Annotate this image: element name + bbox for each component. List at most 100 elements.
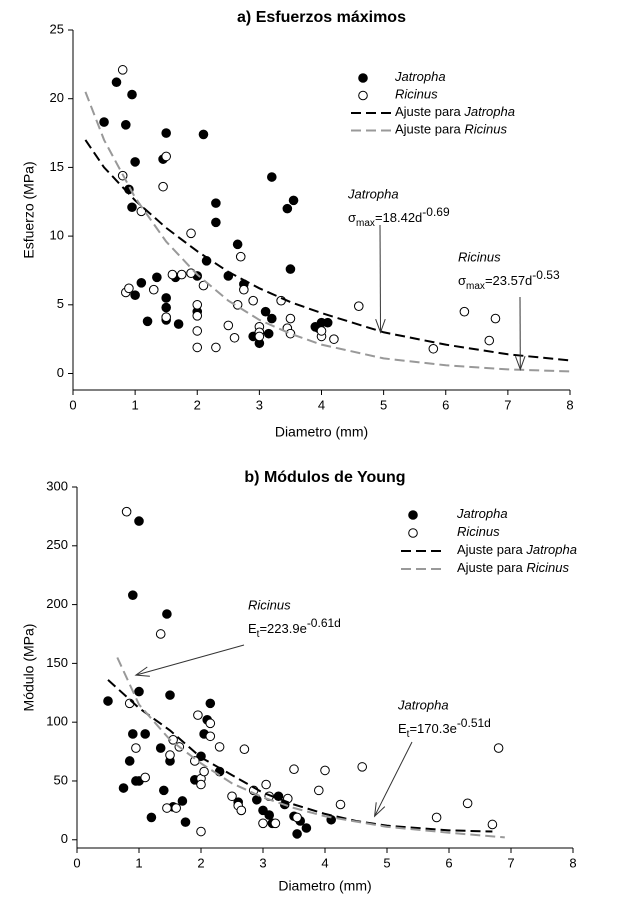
data-point	[146, 812, 157, 823]
data-point	[196, 826, 206, 837]
chart-title: a) Esfuerzos máximos	[237, 9, 406, 26]
data-point	[292, 829, 302, 839]
legend-marker	[358, 90, 368, 101]
data-point	[428, 343, 439, 354]
data-point	[142, 316, 153, 327]
formula-symbol: σ	[458, 273, 466, 288]
data-point	[261, 779, 271, 790]
data-point	[205, 698, 216, 709]
data-point	[235, 251, 246, 262]
data-point	[193, 710, 203, 720]
data-point	[264, 810, 275, 820]
y-tick-label: 15	[50, 159, 64, 174]
y-tick-label: 20	[50, 90, 64, 105]
data-point	[236, 805, 247, 816]
y-tick-label: 100	[46, 714, 68, 729]
x-tick-label: 1	[135, 855, 142, 870]
annotation-formula: σmax=23.57d-0.53	[458, 268, 560, 291]
formula-symbol: σ	[348, 210, 356, 225]
data-point	[159, 785, 169, 796]
data-point	[192, 326, 203, 336]
arrow-head	[373, 802, 386, 818]
x-tick-label: 5	[383, 855, 390, 870]
y-tick-label: 5	[57, 296, 64, 311]
data-point	[130, 157, 140, 167]
annotation-formula: Et=170.3e-0.51d	[398, 716, 491, 739]
data-point	[121, 506, 132, 517]
data-point	[227, 791, 237, 802]
data-point	[493, 743, 504, 753]
data-point	[152, 272, 162, 283]
fit-line	[107, 679, 493, 833]
y-tick-label: 0	[57, 365, 64, 380]
data-point	[288, 195, 299, 206]
x-tick-label: 5	[380, 397, 387, 412]
data-point	[190, 756, 200, 766]
data-point	[128, 590, 138, 600]
panel: b) Módulos de Young Diametro (mm) Módulo (…	[21, 469, 577, 893]
data-point	[335, 799, 346, 810]
data-point	[118, 783, 129, 793]
data-point	[459, 306, 470, 317]
formula-subscript: t	[257, 629, 260, 640]
legend-label: Ajuste para Jatropha	[457, 542, 577, 557]
data-point	[131, 743, 141, 753]
data-point	[140, 772, 150, 783]
data-point	[134, 686, 144, 697]
y-tick-label: 250	[46, 537, 68, 552]
data-point	[260, 306, 271, 317]
y-axis-label: Módulo (MPa)	[21, 624, 37, 712]
data-point	[205, 718, 216, 729]
legend-marker	[408, 510, 418, 520]
data-point	[285, 313, 296, 324]
fit-line	[84, 139, 571, 362]
x-tick-label: 8	[569, 855, 576, 870]
data-point	[316, 326, 327, 336]
x-tick-label: 7	[507, 855, 514, 870]
arrow-head	[375, 318, 386, 334]
data-point	[239, 284, 249, 295]
x-tick-label: 3	[259, 855, 266, 870]
x-tick-label: 3	[256, 397, 263, 412]
annotation-label: Ricinus	[248, 597, 291, 612]
data-point	[267, 172, 277, 182]
formula-expression: =23.57d	[485, 273, 532, 288]
data-point	[192, 311, 203, 321]
data-point	[130, 290, 140, 300]
data-point	[211, 342, 221, 353]
y-tick-label: 50	[54, 772, 68, 787]
data-point	[282, 203, 293, 214]
formula-exponent: -0.51d	[457, 716, 491, 730]
data-point	[229, 332, 240, 343]
formula-expression: =223.9e	[259, 621, 306, 636]
data-point	[232, 239, 243, 250]
data-point	[136, 278, 147, 288]
data-point	[462, 798, 473, 809]
data-point	[155, 629, 166, 639]
formula-exponent: -0.53	[532, 268, 560, 282]
x-tick-label: 4	[318, 397, 325, 412]
chart-title: b) Módulos de Young	[244, 469, 405, 486]
legend-marker	[408, 528, 418, 538]
annotation-label: Jatropha	[397, 697, 449, 712]
formula-symbol: E	[248, 621, 257, 636]
formula-expression: =18.42d	[375, 210, 422, 225]
data-point	[128, 729, 138, 739]
data-point	[186, 228, 196, 239]
data-point	[248, 295, 258, 306]
data-point	[99, 117, 109, 127]
data-point	[161, 293, 171, 303]
y-tick-label: 10	[50, 228, 64, 243]
annotation-formula: σmax=18.42d-0.69	[348, 205, 450, 228]
data-point	[239, 744, 250, 755]
data-point	[431, 812, 442, 823]
data-point	[192, 300, 203, 310]
data-point	[127, 89, 137, 100]
data-point	[211, 198, 221, 208]
data-point	[329, 334, 339, 344]
formula-subscript: t	[407, 729, 410, 740]
data-point	[292, 812, 302, 823]
data-point	[322, 317, 333, 328]
data-point	[117, 65, 128, 75]
annotation-arrow	[379, 224, 382, 333]
